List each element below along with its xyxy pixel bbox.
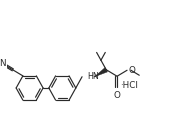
Text: O: O <box>114 91 121 100</box>
Polygon shape <box>95 68 107 77</box>
Text: O: O <box>129 66 136 75</box>
Text: HN: HN <box>87 72 99 81</box>
Text: ·HCl: ·HCl <box>120 81 138 89</box>
Text: N: N <box>0 59 6 68</box>
